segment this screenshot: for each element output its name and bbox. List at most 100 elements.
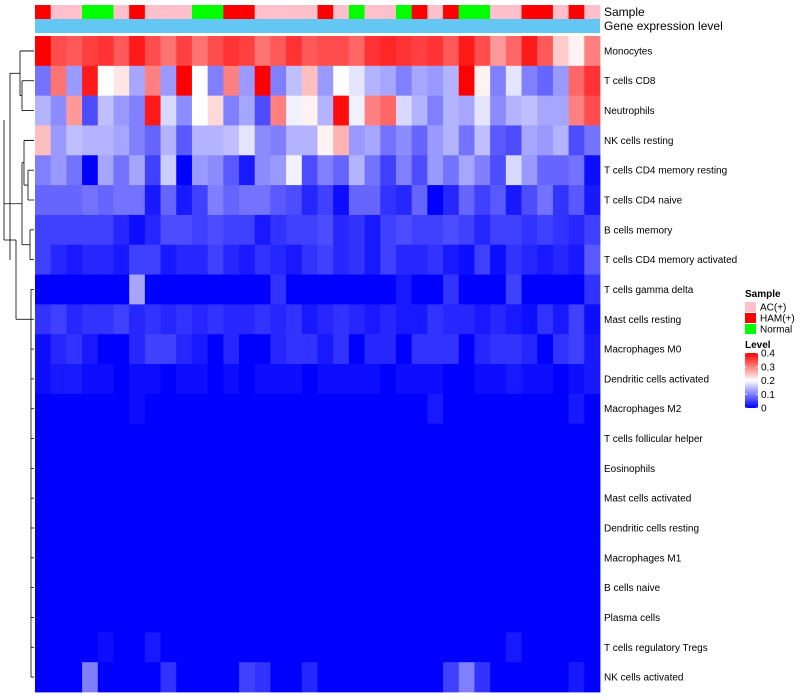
- heatmap-cell-r18-c17: [301, 572, 318, 603]
- heatmap-cell-r14-c6: [129, 453, 146, 484]
- heatmap-cell-r7-c23: [395, 244, 413, 275]
- heatmap-cell-r10-c4: [97, 334, 114, 365]
- heatmap-cell-r20-c2: [66, 632, 83, 663]
- heatmap-cell-r13-c1: [50, 423, 67, 454]
- heatmap-cell-r7-c17: [301, 244, 318, 275]
- annotation-label-sample: Sample: [604, 5, 645, 19]
- heatmap-cell-r21-c25: [427, 662, 444, 693]
- heatmap-cell-r17-c11: [207, 542, 224, 574]
- heatmap-cell-r0-c22: [380, 36, 397, 67]
- heatmap-cell-r1-c11: [207, 65, 224, 97]
- heatmap-cell-r13-c31: [521, 423, 538, 454]
- heatmap-cell-r4-c19: [333, 155, 350, 186]
- heatmap-cell-r8-c15: [270, 274, 287, 305]
- heatmap-cell-r16-c25: [427, 513, 444, 544]
- heatmap-cell-r2-c5: [113, 95, 130, 126]
- heatmap-cell-r15-c28: [474, 483, 491, 514]
- heatmap-cell-r14-c10: [191, 453, 209, 484]
- sample-annot-cell-8: [160, 5, 177, 19]
- heatmap-cell-r15-c34: [568, 483, 585, 514]
- heatmap-cell-r2-c33: [552, 95, 570, 126]
- heatmap-cell-r4-c16: [286, 155, 303, 186]
- heatmap-cell-r3-c9: [176, 125, 193, 156]
- heatmap-cell-r8-c19: [333, 274, 350, 305]
- heatmap-cell-r18-c27: [458, 572, 475, 603]
- heatmap-cell-r1-c9: [176, 65, 193, 97]
- heatmap-cell-r2-c20: [348, 95, 365, 126]
- legend-label-0: AC(+): [760, 303, 786, 314]
- heatmap-cell-r9-c34: [568, 304, 585, 335]
- heatmap-cell-r16-c27: [458, 513, 475, 544]
- heatmap-cell-r3-c21: [364, 125, 381, 156]
- heatmap-cell-r4-c18: [317, 155, 334, 186]
- heatmap-cell-r8-c28: [474, 274, 491, 305]
- heatmap-cell-r0-c8: [160, 36, 177, 67]
- heatmap-cell-r3-c24: [411, 125, 428, 156]
- sample-annot-cell-15: [270, 5, 287, 19]
- heatmap-cell-r2-c35: [584, 95, 601, 126]
- heatmap-cell-r21-c1: [50, 662, 67, 693]
- heatmap-cell-r10-c10: [191, 334, 209, 365]
- sample-annot-cell-28: [474, 5, 491, 19]
- heatmap-cell-r17-c26: [443, 542, 460, 574]
- heatmap-cell-r15-c31: [521, 483, 538, 514]
- heatmap-cell-r21-c16: [286, 662, 303, 693]
- heatmap-cell-r10-c2: [66, 334, 83, 365]
- heatmap-cell-r4-c32: [537, 155, 554, 186]
- heatmap-cell-r10-c29: [490, 334, 507, 365]
- heatmap-cell-r9-c16: [286, 304, 303, 335]
- heatmap-cell-r13-c26: [443, 423, 460, 454]
- heatmap-cell-r20-c21: [364, 632, 381, 663]
- heatmap-cell-r11-c8: [160, 364, 177, 395]
- heatmap-cell-r3-c18: [317, 125, 334, 156]
- heatmap-cell-r16-c24: [411, 513, 428, 544]
- heatmap-cell-r12-c12: [223, 393, 240, 425]
- heatmap-cell-r0-c6: [129, 36, 146, 67]
- heatmap-cell-r12-c25: [427, 393, 444, 425]
- heatmap-cell-r3-c12: [223, 125, 240, 156]
- heatmap-cell-r13-c2: [66, 423, 83, 454]
- heatmap-cell-r2-c19: [333, 95, 350, 126]
- heatmap-cell-r1-c2: [66, 65, 83, 97]
- heatmap-cell-r15-c7: [144, 483, 161, 514]
- heatmap-cell-r17-c10: [191, 542, 209, 574]
- heatmap-cell-r16-c13: [239, 513, 256, 544]
- heatmap-cell-r13-c34: [568, 423, 585, 454]
- heatmap-cell-r1-c3: [82, 65, 99, 97]
- heatmap-cell-r2-c22: [380, 95, 397, 126]
- heatmap-cell-r14-c5: [113, 453, 130, 484]
- heatmap-cell-r14-c24: [411, 453, 428, 484]
- heatmap-cell-r18-c7: [144, 572, 161, 603]
- heatmap-cell-r3-c3: [82, 125, 99, 156]
- heatmap-cell-r12-c20: [348, 393, 365, 425]
- heatmap-cell-r8-c18: [317, 274, 334, 305]
- heatmap-cell-r10-c27: [458, 334, 475, 365]
- heatmap-cell-r5-c14: [254, 185, 271, 216]
- row-label-5: T cells CD4 naive: [604, 196, 683, 207]
- heatmap-cell-r20-c31: [521, 632, 538, 663]
- heatmap-cell-r18-c12: [223, 572, 240, 603]
- heatmap-cell-r21-c22: [380, 662, 397, 693]
- heatmap-cell-r6-c21: [364, 214, 381, 246]
- heatmap-cell-r20-c25: [427, 632, 444, 663]
- heatmap-cell-r6-c17: [301, 214, 318, 246]
- heatmap-cell-r13-c14: [254, 423, 271, 454]
- heatmap-cell-r16-c8: [160, 513, 177, 544]
- heatmap-cell-r18-c25: [427, 572, 444, 603]
- heatmap-cell-r6-c20: [348, 214, 365, 246]
- heatmap-cell-r7-c32: [537, 244, 554, 275]
- heatmap-cell-r3-c13: [239, 125, 256, 156]
- heatmap-cell-r13-c3: [82, 423, 99, 454]
- heatmap-cell-r21-c6: [129, 662, 146, 693]
- heatmap-cell-r7-c10: [191, 244, 209, 275]
- heatmap-cell-r3-c19: [333, 125, 350, 156]
- heatmap-cell-r17-c16: [286, 542, 303, 574]
- heatmap-cell-r4-c11: [207, 155, 224, 186]
- heatmap-cell-r7-c12: [223, 244, 240, 275]
- row-label-18: B cells naive: [604, 583, 661, 594]
- heatmap-cell-r10-c15: [270, 334, 287, 365]
- sample-annot-cell-33: [552, 5, 570, 19]
- heatmap-cell-r8-c35: [584, 274, 601, 305]
- heatmap-cell-r7-c0: [35, 244, 52, 275]
